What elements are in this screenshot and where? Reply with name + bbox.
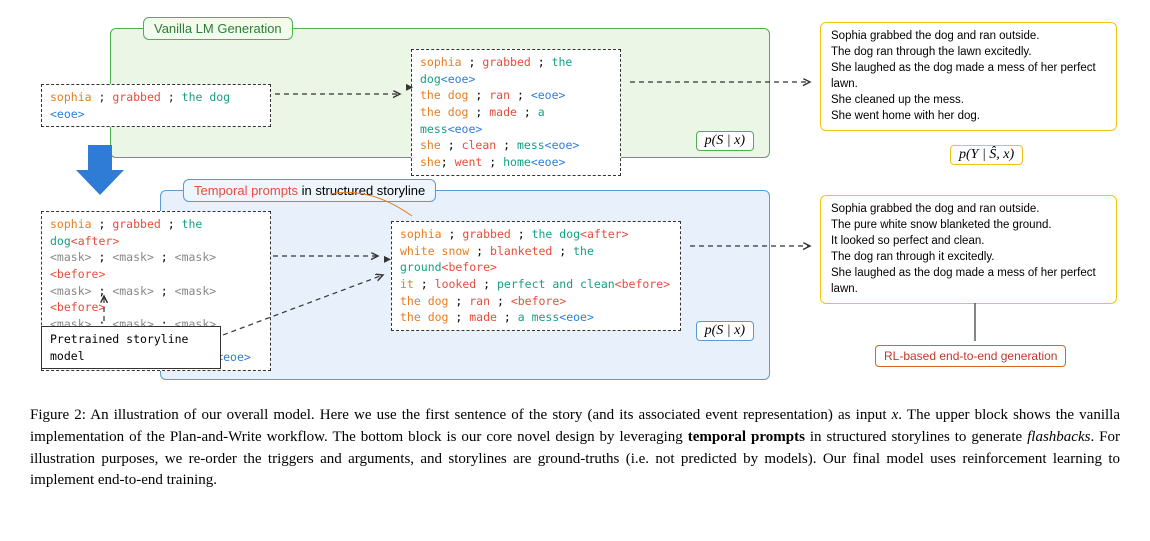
vanilla-storyline-box: sophia ; grabbed ; the dog<eoe> the dog …	[411, 49, 621, 176]
temporal-block: Temporal prompts in structured storyline…	[160, 190, 770, 380]
temporal-storyline-box: sophia ; grabbed ; the dog<after> white …	[391, 221, 681, 331]
vanilla-block: Vanilla LM Generation sophia ; grabbed ;…	[110, 28, 770, 158]
list-arrow-1: ▸	[406, 78, 413, 95]
prob-ysx: p(Y | Ŝ, x)	[950, 145, 1023, 165]
figure-diagram: Vanilla LM Generation sophia ; grabbed ;…	[30, 20, 1120, 400]
pretrained-box: Pretrained storyline model	[41, 326, 221, 369]
temporal-title: Temporal prompts in structured storyline	[183, 179, 436, 202]
figure-caption: Figure 2: An illustration of our overall…	[30, 405, 1120, 492]
vanilla-input-box: sophia ; grabbed ; the dog <eoe>	[41, 84, 271, 127]
arrow-story-to-rl	[965, 303, 985, 348]
prob-sx-bottom: p(S | x)	[696, 321, 754, 341]
story-bottom-box: Sophia grabbed the dog and ran outside. …	[820, 195, 1117, 304]
big-down-arrow	[70, 140, 130, 208]
prob-sx-top: p(S | x)	[696, 131, 754, 151]
story-top-box: Sophia grabbed the dog and ran outside. …	[820, 22, 1117, 131]
list-arrow-2: ▸	[384, 250, 391, 267]
rl-box: RL-based end-to-end generation	[875, 345, 1066, 367]
vanilla-title: Vanilla LM Generation	[143, 17, 293, 40]
